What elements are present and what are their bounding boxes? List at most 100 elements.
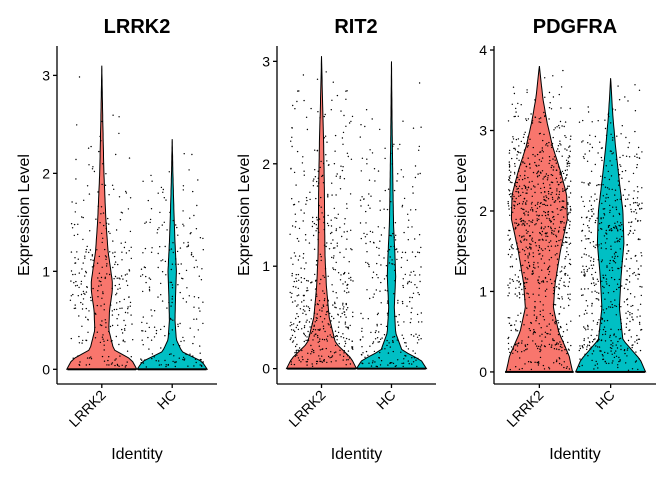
data-point (297, 287, 299, 290)
data-point (100, 206, 103, 208)
data-point (419, 280, 421, 283)
data-point (559, 140, 561, 142)
data-point (566, 169, 568, 171)
data-point (104, 276, 107, 278)
data-point (161, 300, 164, 302)
data-point (375, 289, 377, 291)
data-point (186, 287, 188, 289)
data-point (342, 337, 345, 339)
data-point (549, 278, 552, 281)
data-point (523, 324, 525, 326)
data-point (318, 204, 320, 207)
data-point (177, 323, 179, 325)
data-point (343, 290, 346, 292)
data-point (569, 211, 571, 214)
data-point (291, 301, 294, 303)
data-point (316, 185, 319, 187)
data-point (343, 114, 345, 117)
data-point (124, 324, 127, 326)
data-point (548, 343, 551, 346)
data-point (509, 214, 511, 216)
data-point (297, 294, 300, 296)
data-point (635, 360, 638, 362)
data-point (193, 296, 196, 298)
data-point (323, 137, 326, 139)
data-point (508, 336, 510, 339)
data-point (69, 299, 72, 301)
data-point (522, 161, 524, 163)
data-point (171, 287, 174, 289)
data-point (379, 290, 381, 292)
data-point (583, 269, 585, 271)
data-point (405, 345, 407, 347)
data-point (533, 330, 536, 333)
data-point (148, 286, 151, 288)
data-point (320, 160, 322, 163)
data-point (537, 201, 539, 204)
data-point (541, 230, 544, 233)
data-point (291, 272, 293, 275)
data-point (316, 180, 318, 183)
data-point (390, 235, 392, 237)
data-point (310, 332, 313, 334)
data-point (77, 258, 80, 260)
data-point (609, 209, 611, 212)
data-point (549, 265, 551, 267)
data-point (104, 319, 107, 321)
data-point (627, 250, 629, 252)
data-point (583, 205, 586, 208)
data-point (606, 283, 608, 285)
data-point (636, 164, 638, 166)
data-point (177, 325, 179, 328)
data-point (391, 152, 393, 155)
data-point (78, 272, 81, 274)
data-point (596, 341, 598, 343)
data-point (307, 306, 310, 308)
data-point (143, 266, 146, 268)
data-point (321, 361, 324, 363)
data-point (525, 118, 527, 120)
data-point (606, 319, 609, 322)
data-point (587, 210, 590, 212)
y-tick-label: 3 (262, 53, 270, 69)
data-point (557, 343, 560, 345)
data-point (346, 284, 348, 286)
data-point (567, 253, 569, 256)
data-point (294, 330, 296, 333)
data-point (294, 226, 297, 228)
data-point (588, 341, 591, 343)
data-point (117, 314, 120, 316)
data-point (558, 283, 560, 285)
data-point (349, 324, 351, 327)
data-point (342, 333, 344, 335)
data-point (515, 330, 517, 332)
data-point (330, 242, 332, 245)
data-point (317, 182, 320, 184)
data-point (176, 226, 178, 229)
data-point (600, 316, 602, 319)
data-point (603, 312, 605, 314)
data-point (397, 148, 399, 150)
data-point (553, 303, 555, 306)
data-point (124, 274, 127, 276)
data-point (615, 206, 617, 208)
data-point (529, 209, 532, 211)
data-point (77, 223, 79, 225)
x-axis-title: Identity (549, 446, 601, 463)
data-point (591, 305, 593, 307)
data-point (394, 269, 396, 272)
data-point (561, 209, 563, 211)
data-point (528, 225, 531, 227)
data-point (392, 341, 394, 343)
data-point (394, 239, 397, 241)
data-point (539, 202, 542, 205)
data-point (517, 248, 519, 250)
data-point (634, 218, 637, 220)
data-point (585, 254, 587, 256)
data-point (70, 295, 73, 297)
data-point (625, 155, 628, 157)
data-point (74, 285, 77, 287)
data-point (331, 355, 334, 357)
data-point (605, 308, 608, 310)
data-point (100, 213, 102, 215)
